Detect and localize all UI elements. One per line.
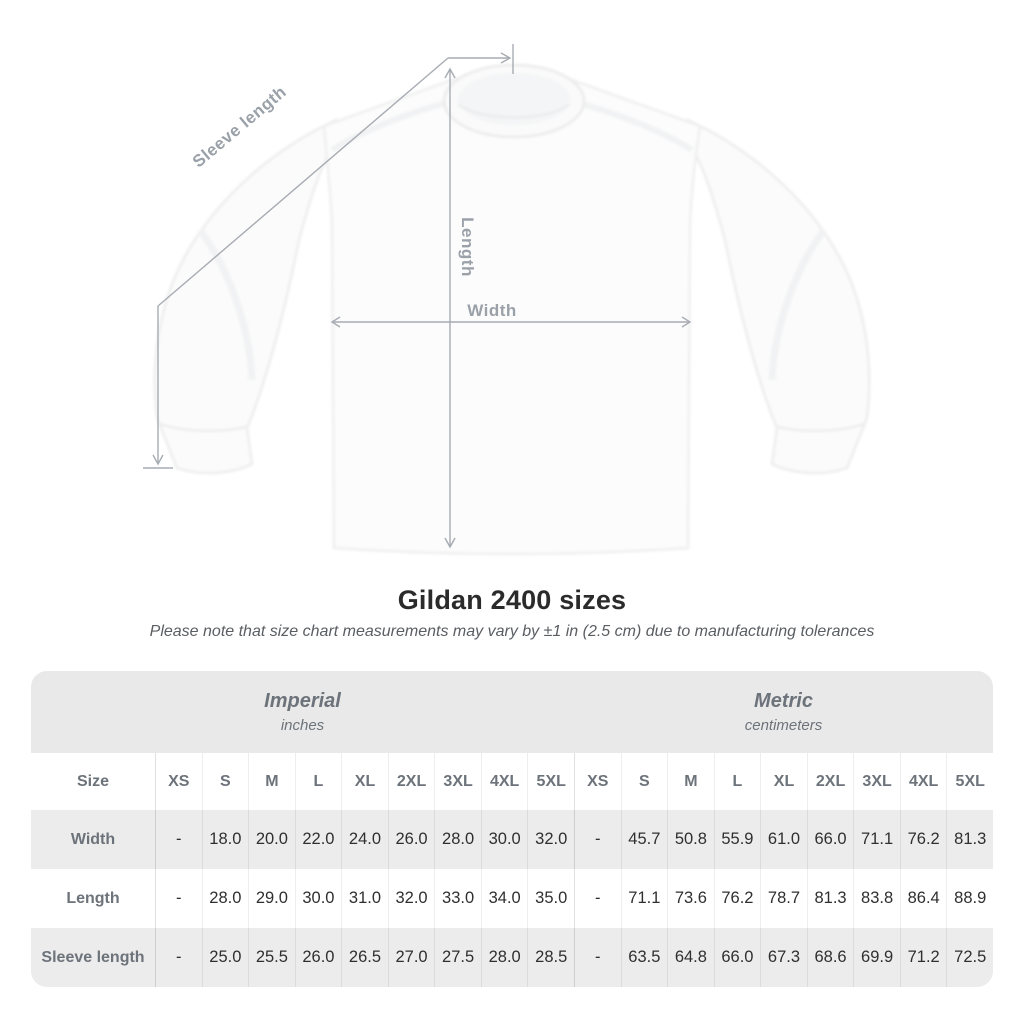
size-diagram: Sleeve length Length Width	[143, 44, 871, 556]
value-cell: 66.0	[713, 928, 761, 987]
value-cell: 45.7	[620, 810, 668, 869]
metric-unit-label: centimeters	[744, 716, 823, 734]
size-header-imperial-M: M	[248, 753, 295, 810]
size-header-metric-XL: XL	[760, 753, 807, 810]
value-cell: -	[574, 928, 621, 987]
row-label: Length	[66, 889, 120, 907]
value-cell: 68.6	[806, 928, 854, 987]
value-cell: 32.0	[387, 869, 435, 928]
value-cell: 63.5	[620, 928, 668, 987]
page-title: Gildan 2400 sizes	[397, 585, 627, 615]
size-header-metric-S: S	[620, 753, 668, 810]
value-cell: -	[155, 810, 202, 869]
value-cell: 71.1	[853, 810, 900, 869]
size-chart-table: Imperial inches Metric centimeters Size X…	[31, 671, 993, 987]
value-cell: 26.0	[387, 810, 435, 869]
units-band: Imperial inches Metric centimeters	[31, 671, 993, 753]
value-cell: 34.0	[480, 869, 528, 928]
value-cell: 86.4	[899, 869, 947, 928]
size-header-metric-2XL: 2XL	[806, 753, 854, 810]
size-header-imperial-3XL: 3XL	[434, 753, 481, 810]
imperial-unit-label: inches	[280, 716, 325, 734]
value-cell: 31.0	[341, 869, 388, 928]
value-cell: 32.0	[527, 810, 574, 869]
size-header-metric-XS: XS	[574, 753, 621, 810]
value-cell: 67.3	[760, 928, 807, 987]
sleeve-length-line	[143, 44, 514, 469]
page-subtitle: Please note that size chart measurements…	[149, 623, 875, 640]
row-label: Width	[70, 830, 116, 848]
value-cell: 72.5	[946, 928, 993, 987]
value-cell: 61.0	[760, 810, 807, 869]
value-cell: 69.9	[853, 928, 900, 987]
value-cell: 30.0	[294, 869, 342, 928]
value-cell: 78.7	[760, 869, 807, 928]
value-cell: 24.0	[341, 810, 388, 869]
value-cell: 30.0	[480, 810, 528, 869]
size-header-metric-4XL: 4XL	[899, 753, 947, 810]
value-cell: 26.0	[294, 928, 342, 987]
size-header-metric-M: M	[667, 753, 714, 810]
row-label: Sleeve length	[41, 948, 145, 966]
value-cell: 18.0	[201, 810, 249, 869]
table-row-length: Length -28.0 29.0 30.0 31.0 32.0 33.0 34.0 35.0-…	[31, 869, 993, 928]
value-cell: 71.2	[899, 928, 947, 987]
size-header-metric-5XL: 5XL	[946, 753, 993, 810]
length-label: Length	[458, 217, 477, 277]
length-line	[444, 67, 456, 549]
value-cell: 88.9	[946, 869, 993, 928]
shirt-image	[153, 63, 871, 556]
size-header-row: Size XS S M L XL 2XL 3XL 4XL 5XL XS S M L XL 2XL 3XL 4XL 5…	[31, 753, 993, 810]
value-cell: 50.8	[667, 810, 714, 869]
imperial-label: Imperial	[264, 689, 341, 712]
value-cell: 28.0	[480, 928, 528, 987]
value-cell: 35.0	[527, 869, 574, 928]
size-header-imperial-5XL: 5XL	[527, 753, 574, 810]
title-block: Gildan 2400 sizes Please note that size …	[0, 584, 1024, 642]
width-line	[330, 316, 692, 328]
value-cell: -	[574, 810, 621, 869]
value-cell: 76.2	[899, 810, 947, 869]
size-header-imperial-4XL: 4XL	[480, 753, 528, 810]
value-cell: 81.3	[946, 810, 993, 869]
size-header-imperial-2XL: 2XL	[387, 753, 435, 810]
value-cell: 27.0	[387, 928, 435, 987]
value-cell: 27.5	[434, 928, 481, 987]
value-cell: 73.6	[667, 869, 714, 928]
value-cell: 28.0	[434, 810, 481, 869]
value-cell: 76.2	[713, 869, 761, 928]
value-cell: 81.3	[806, 869, 854, 928]
value-cell: 26.5	[341, 928, 388, 987]
value-cell: 55.9	[713, 810, 761, 869]
value-cell: 25.5	[248, 928, 295, 987]
value-cell: 66.0	[806, 810, 854, 869]
value-cell: 22.0	[294, 810, 342, 869]
unit-group-imperial: Imperial inches	[31, 671, 574, 753]
value-cell: 28.5	[527, 928, 574, 987]
value-cell: -	[574, 869, 621, 928]
value-cell: 33.0	[434, 869, 481, 928]
size-header-imperial-XL: XL	[341, 753, 388, 810]
value-cell: 83.8	[853, 869, 900, 928]
value-cell: 25.0	[201, 928, 249, 987]
size-header-imperial-XS: XS	[155, 753, 202, 810]
value-cell: -	[155, 869, 202, 928]
table-row-width: Width -18.0 20.0 22.0 24.0 26.0 28.0 30.0 32.0-4…	[31, 810, 993, 869]
size-header-imperial-L: L	[294, 753, 342, 810]
value-cell: 29.0	[248, 869, 295, 928]
size-col-header: Size	[76, 772, 109, 790]
unit-group-metric: Metric centimeters	[574, 671, 993, 753]
value-cell: 64.8	[667, 928, 714, 987]
shirt-diagram-svg: Sleeve length Length Width	[143, 44, 871, 556]
value-cell: 71.1	[620, 869, 668, 928]
size-header-imperial-S: S	[201, 753, 249, 810]
width-label: Width	[467, 301, 517, 320]
value-cell: -	[155, 928, 202, 987]
size-header-metric-3XL: 3XL	[853, 753, 900, 810]
value-cell: 28.0	[201, 869, 249, 928]
metric-label: Metric	[754, 689, 813, 712]
value-cell: 20.0	[248, 810, 295, 869]
table-row-sleeve-length: Sleeve length -25.0 25.5 26.0 26.5 27.0 27.5 28…	[31, 928, 993, 987]
size-header-metric-L: L	[713, 753, 761, 810]
